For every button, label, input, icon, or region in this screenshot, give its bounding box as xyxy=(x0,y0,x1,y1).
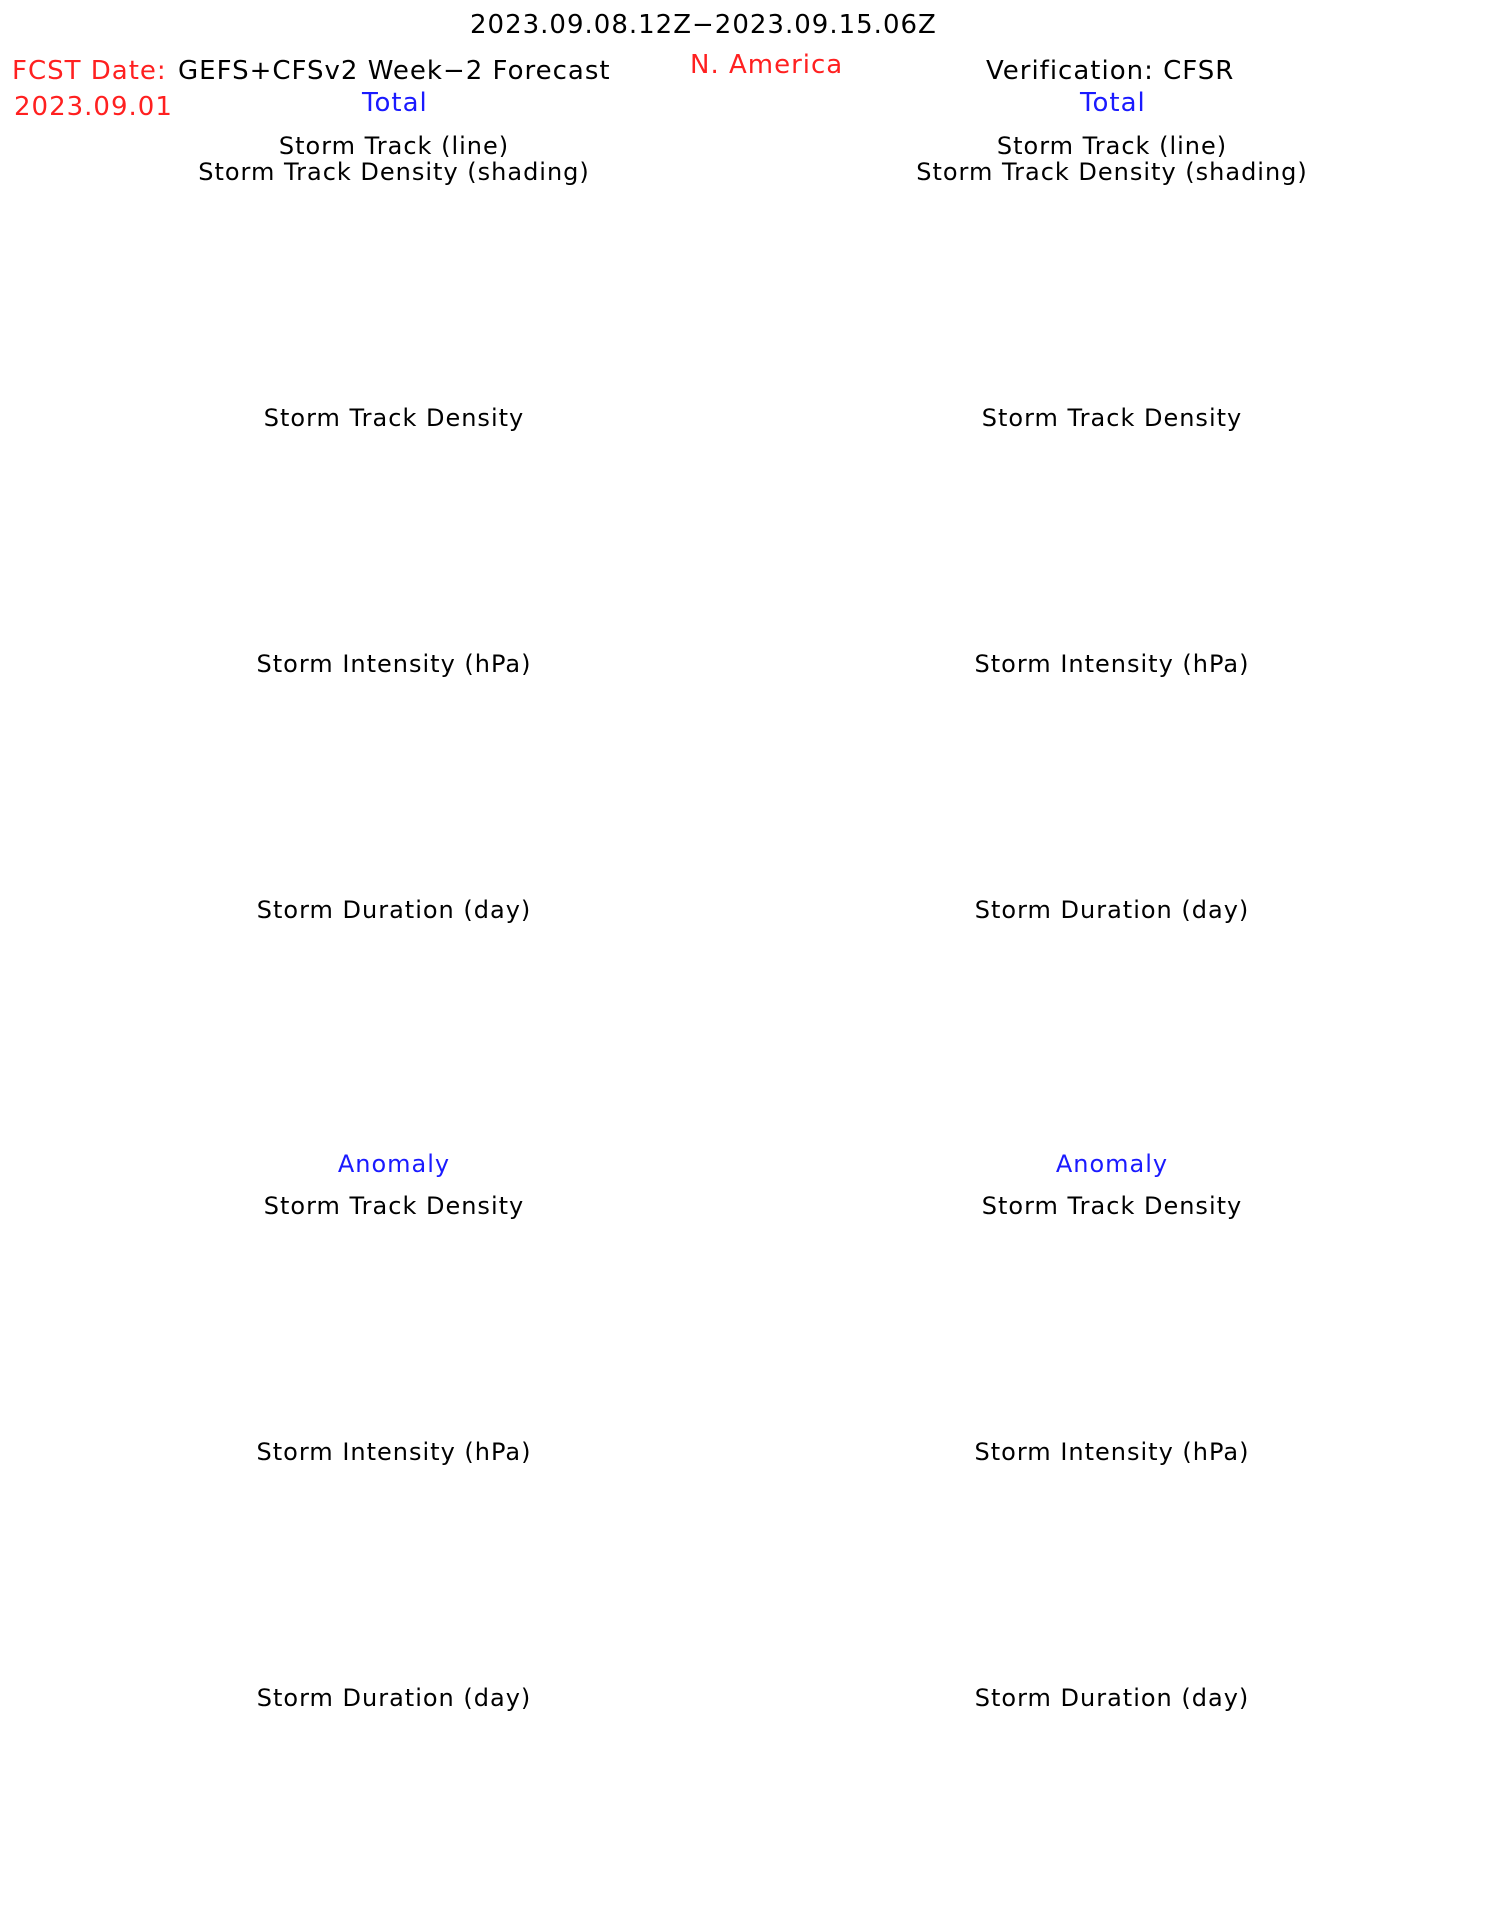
total-left-heading: Total xyxy=(362,88,428,118)
panel-title-duration: Storm Duration (day) xyxy=(256,896,532,924)
panel-title-track-line: Storm Track (line) xyxy=(278,132,510,160)
panel-title-duration-verif: Storm Duration (day) xyxy=(974,896,1250,924)
model-name: GEFS+CFSv2 Week−2 Forecast xyxy=(178,56,611,86)
region-label: N. America xyxy=(690,50,844,80)
verification-label: Verification: CFSR xyxy=(986,56,1235,86)
panel-title-intensity-anom: Storm Intensity (hPa) xyxy=(256,1438,532,1466)
panel-title-intensity-verif: Storm Intensity (hPa) xyxy=(974,650,1250,678)
panel-title-density-anom: Storm Track Density xyxy=(263,1192,525,1220)
total-right-heading: Total xyxy=(1080,88,1146,118)
panel-title-track-line-verif: Storm Track (line) xyxy=(996,132,1228,160)
anomaly-right-heading: Anomaly xyxy=(1055,1150,1169,1178)
panel-title-intensity: Storm Intensity (hPa) xyxy=(256,650,532,678)
panel-title-intensity-anom-verif: Storm Intensity (hPa) xyxy=(974,1438,1250,1466)
panel-title-track-shading-verif: Storm Track Density (shading) xyxy=(916,158,1308,186)
panel-title-density: Storm Track Density xyxy=(263,404,525,432)
panel-title-density-verif: Storm Track Density xyxy=(981,404,1243,432)
anomaly-left-heading: Anomaly xyxy=(337,1150,451,1178)
fcst-date-label: FCST Date: xyxy=(12,56,167,86)
panel-title-duration-anom-verif: Storm Duration (day) xyxy=(974,1684,1250,1712)
panel-title-density-anom-verif: Storm Track Density xyxy=(981,1192,1243,1220)
panel-title-duration-anom: Storm Duration (day) xyxy=(256,1684,532,1712)
fcst-date-value: 2023.09.01 xyxy=(14,92,173,122)
panel-title-track-shading: Storm Track Density (shading) xyxy=(198,158,590,186)
forecast-period: 2023.09.08.12Z−2023.09.15.06Z xyxy=(470,10,937,40)
